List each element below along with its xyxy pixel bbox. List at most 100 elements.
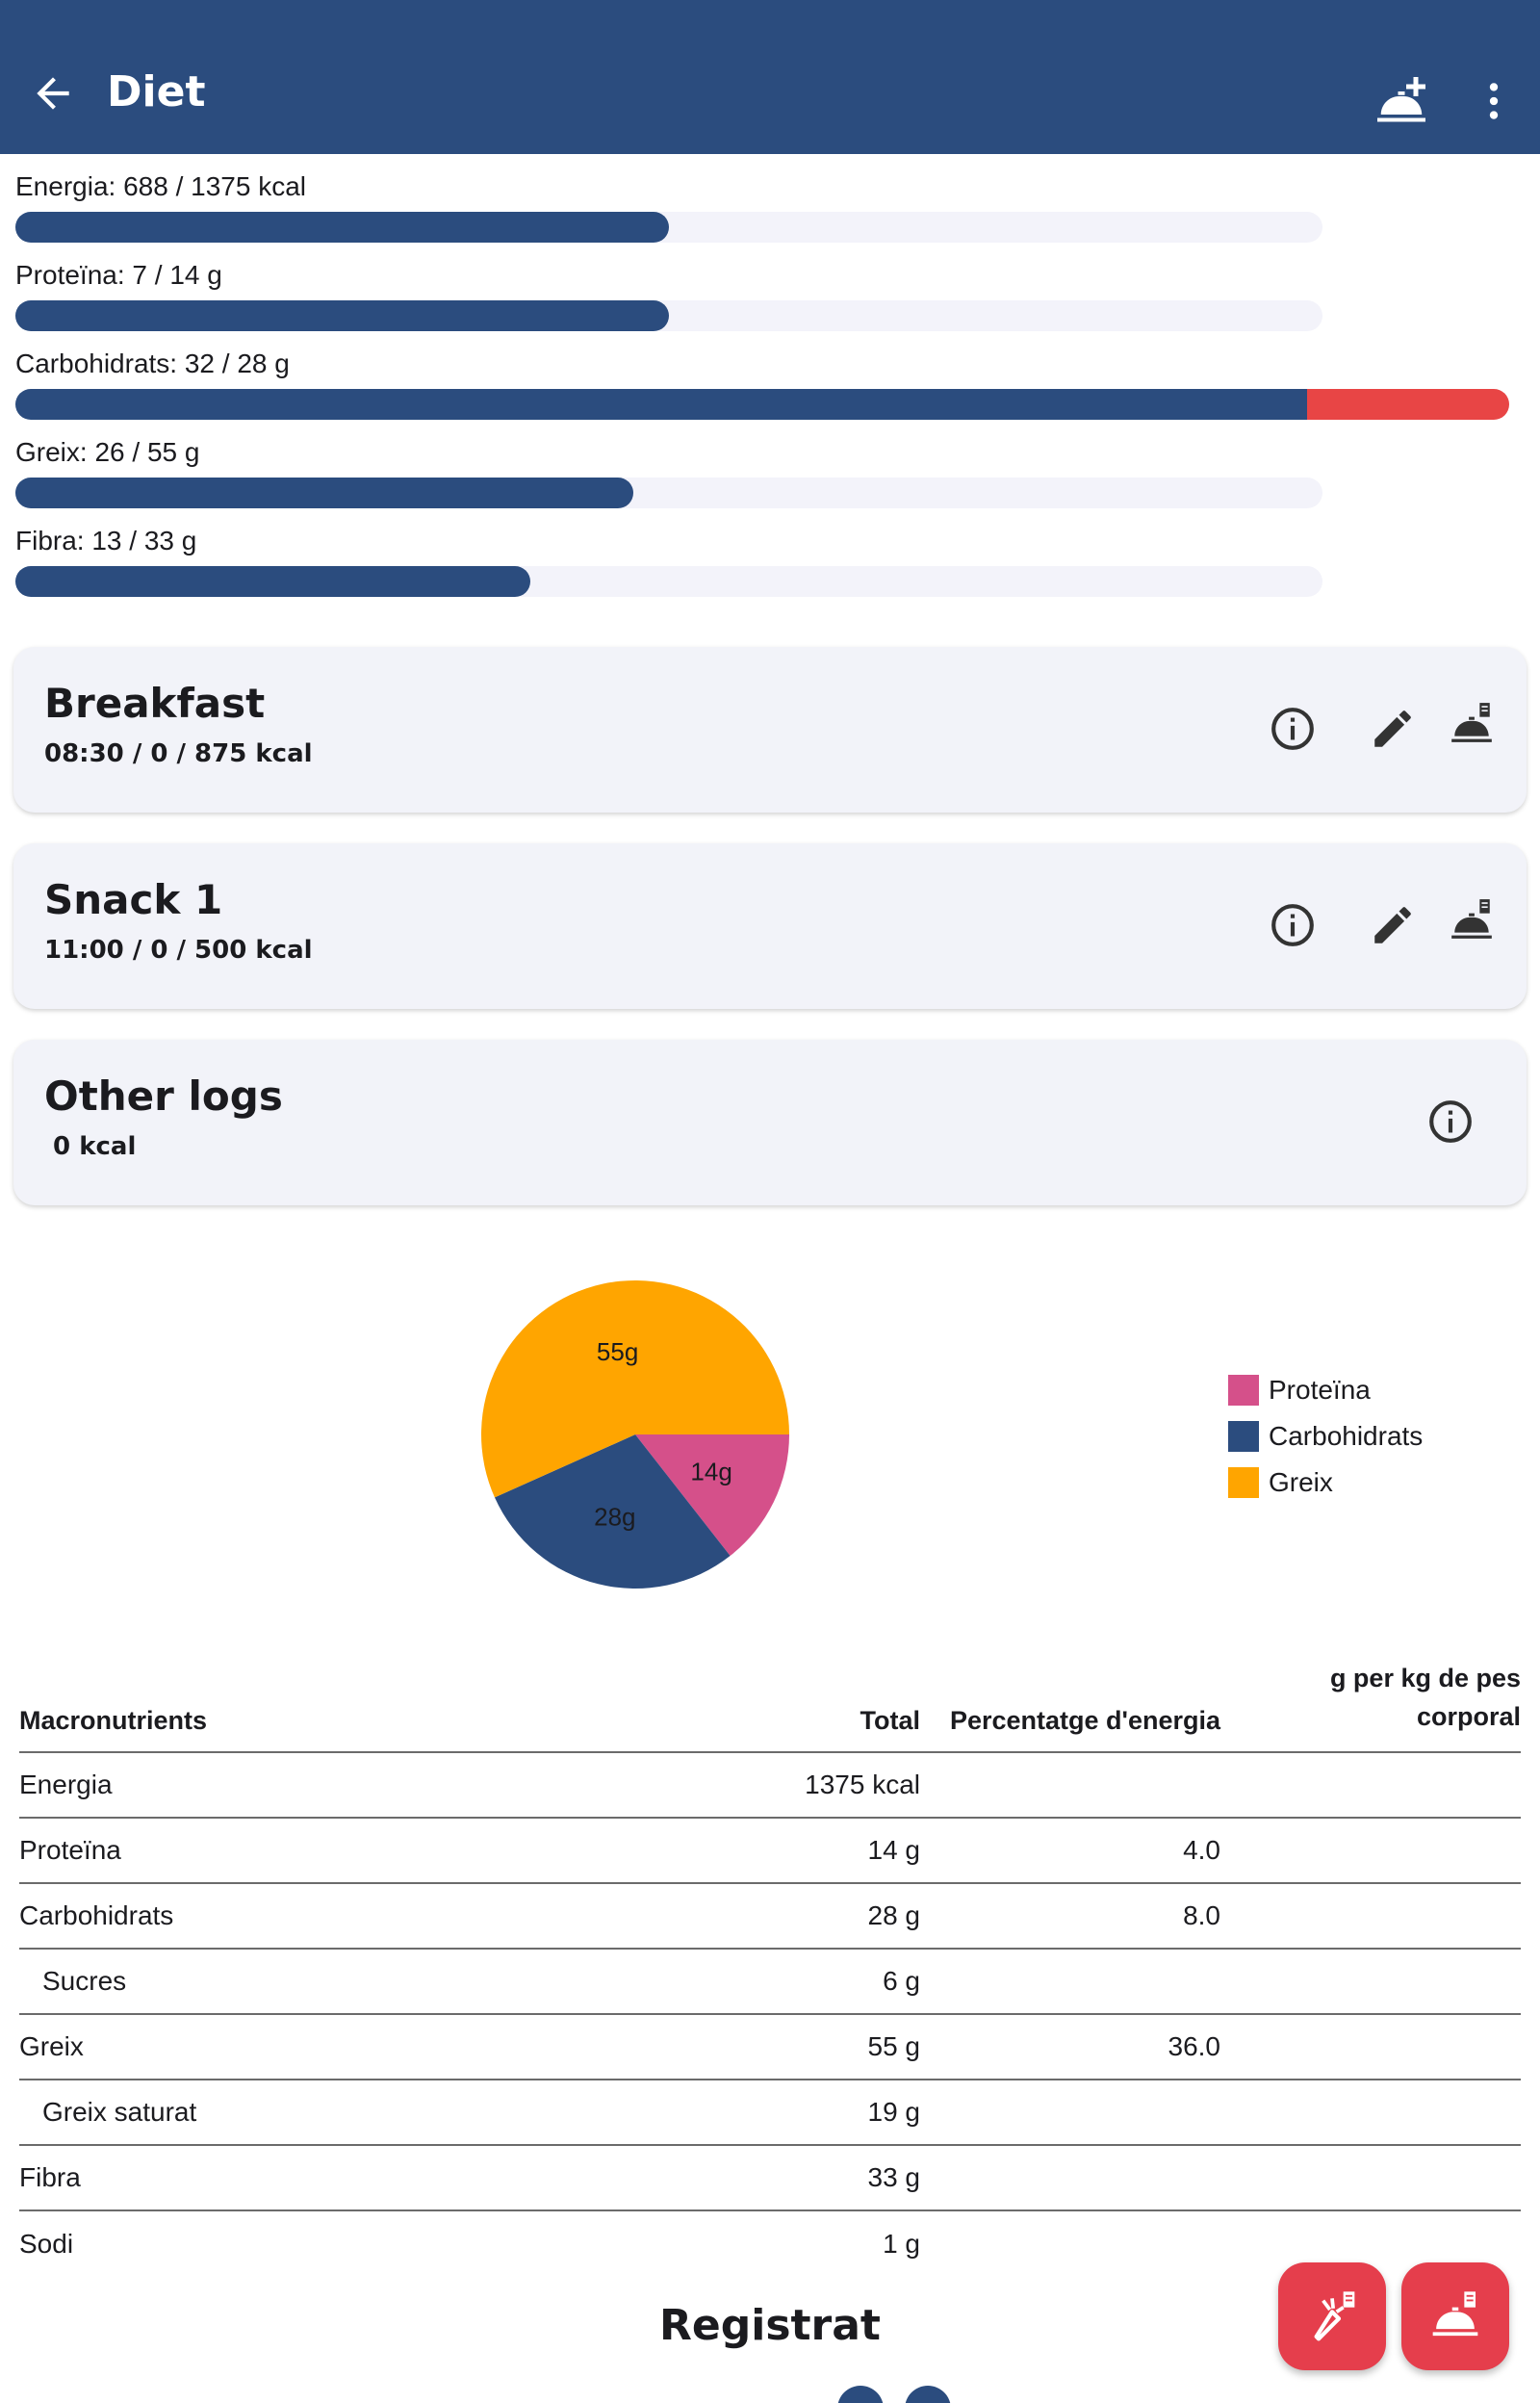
info-icon[interactable] — [1426, 1098, 1475, 1146]
pie-slice-label: 28g — [594, 1502, 635, 1531]
legend-item-fat: Greix — [1228, 1460, 1423, 1506]
progress-fill — [15, 389, 1322, 420]
row-pct — [920, 2145, 1220, 2211]
info-icon[interactable] — [1269, 705, 1317, 753]
row-total: 19 g — [500, 2080, 920, 2146]
table-row: Sucres 6 g — [19, 1949, 1521, 2015]
row-per-kg — [1220, 2014, 1521, 2080]
row-name: Sodi — [19, 2228, 74, 2259]
meal-subtitle: 11:00 / 0 / 500 kcal — [44, 936, 313, 965]
row-total: 1 g — [883, 2228, 920, 2259]
add-ingredient-button[interactable] — [1278, 2262, 1386, 2370]
legend-label: Greix — [1269, 1467, 1333, 1497]
progress-track — [15, 212, 1322, 243]
section-title-registered: Registrat — [659, 2301, 881, 2350]
add-meal-icon[interactable] — [1372, 72, 1431, 130]
other-logs-card[interactable]: Other logs 0 kcal — [13, 1040, 1527, 1205]
row-pct — [920, 2080, 1220, 2146]
legend-swatch — [1228, 1375, 1259, 1406]
progress-fill — [15, 212, 669, 243]
row-pct — [920, 2210, 1220, 2276]
row-name: Proteïna — [19, 1818, 500, 1884]
pie-slice — [635, 1434, 789, 1557]
row-per-kg — [1220, 1883, 1521, 1950]
legend-swatch — [1228, 1421, 1259, 1452]
meal-card-breakfast[interactable]: Breakfast 08:30 / 0 / 875 kcal — [13, 647, 1527, 813]
row-total: 28 g — [500, 1883, 920, 1950]
row-total: 14 g — [500, 1818, 920, 1884]
page-title: Diet — [107, 67, 206, 116]
progress-label: Proteïna: 7 / 14 g — [15, 260, 222, 290]
chart-legend: Proteïna Carbohidrats Greix — [1228, 1367, 1423, 1506]
progress-track — [15, 566, 1322, 597]
header-total: Total — [500, 1656, 920, 1753]
meal-card-snack-1[interactable]: Snack 1 11:00 / 0 / 500 kcal — [13, 843, 1527, 1009]
row-pct: 4.0 — [920, 1818, 1220, 1884]
row-per-kg — [1220, 2080, 1521, 2146]
other-logs-title: Other logs — [44, 1072, 283, 1120]
row-pct — [920, 1752, 1220, 1819]
legend-label: Carbohidrats — [1269, 1421, 1424, 1451]
progress-label: Fibra: 13 / 33 g — [15, 526, 197, 556]
header-energy-percent: Percentatge d'energia — [920, 1656, 1220, 1753]
row-name: Greix — [19, 2014, 500, 2080]
edit-icon[interactable] — [1369, 705, 1417, 753]
row-name: Greix saturat — [19, 2080, 500, 2146]
row-name: Sucres — [19, 1949, 500, 2015]
row-total: 6 g — [500, 1949, 920, 2015]
add-meal-icon — [1432, 2291, 1478, 2337]
info-icon[interactable] — [1269, 901, 1317, 949]
progress-label: Greix: 26 / 55 g — [15, 437, 200, 467]
meal-title: Snack 1 — [44, 876, 223, 923]
progress-label: Carbohidrats: 32 / 28 g — [15, 349, 290, 378]
edit-icon[interactable] — [1369, 901, 1417, 949]
meal-subtitle: 08:30 / 0 / 875 kcal — [44, 739, 313, 768]
header-g-per-kg: g per kg de pes corporal — [1220, 1656, 1521, 1753]
row-name: Carbohidrats — [19, 1883, 500, 1950]
macronutrients-table: Macronutrients Total Percentatge d'energ… — [19, 1656, 1521, 2276]
row-name: Energia — [19, 1752, 500, 1819]
add-meal-fab[interactable] — [1401, 2262, 1509, 2370]
more-vert-icon[interactable] — [1479, 77, 1508, 125]
meal-title: Breakfast — [44, 680, 266, 727]
table-row: Proteïna 14 g 4.0 — [19, 1818, 1521, 1884]
row-total: 1375 kcal — [500, 1752, 920, 1819]
row-pct: 36.0 — [920, 2014, 1220, 2080]
row-per-kg — [1220, 1818, 1521, 1884]
add-food-icon[interactable] — [1448, 897, 1496, 945]
legend-item-protein: Proteïna — [1228, 1367, 1423, 1413]
progress-over-fill — [1307, 389, 1509, 420]
log-avatar[interactable] — [837, 2386, 884, 2403]
app-bar: Diet — [0, 0, 1540, 154]
legend-label: Proteïna — [1269, 1375, 1371, 1405]
log-avatar[interactable] — [905, 2386, 951, 2403]
progress-track — [15, 478, 1322, 508]
progress-track — [15, 389, 1509, 420]
progress-fill — [15, 300, 669, 331]
progress-fill — [15, 566, 530, 597]
pie-slice-label: 14g — [690, 1458, 732, 1486]
pie-slice — [494, 1434, 731, 1589]
header-macronutrients: Macronutrients — [19, 1656, 500, 1753]
pie-slice — [481, 1280, 789, 1498]
row-pct: 8.0 — [920, 1883, 1220, 1950]
row-total: 33 g — [500, 2145, 920, 2211]
add-ingredient-icon — [1314, 2291, 1355, 2341]
row-per-kg — [1220, 1752, 1521, 1819]
arrow-back-icon[interactable] — [29, 69, 77, 117]
row-per-kg — [1220, 2145, 1521, 2211]
legend-item-carbs: Carbohidrats — [1228, 1413, 1423, 1460]
table-row: Greix 55 g 36.0 — [19, 2014, 1521, 2080]
table-row: Fibra 33 g — [19, 2145, 1521, 2211]
row-per-kg — [1220, 1949, 1521, 2015]
row-pct — [920, 1949, 1220, 2015]
legend-swatch — [1228, 1467, 1259, 1498]
progress-fill — [15, 478, 633, 508]
table-row: Carbohidrats 28 g 8.0 — [19, 1883, 1521, 1950]
progress-track — [15, 300, 1322, 331]
add-food-icon[interactable] — [1448, 701, 1496, 749]
table-row: Energia 1375 kcal — [19, 1752, 1521, 1819]
pie-slice-label: 55g — [597, 1337, 638, 1366]
progress-label: Energia: 688 / 1375 kcal — [15, 171, 306, 201]
row-total: 55 g — [500, 2014, 920, 2080]
